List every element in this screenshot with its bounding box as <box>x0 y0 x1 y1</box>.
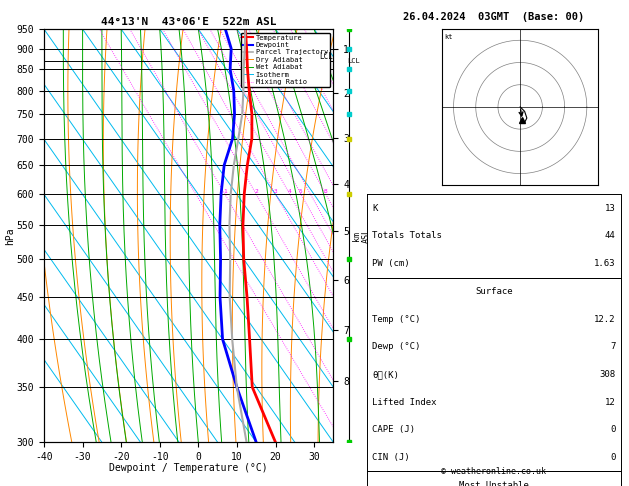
Text: 1.63: 1.63 <box>594 259 615 268</box>
Text: 0: 0 <box>610 453 615 462</box>
Text: © weatheronline.co.uk: © weatheronline.co.uk <box>442 467 546 476</box>
Text: 4: 4 <box>287 189 291 194</box>
X-axis label: Dewpoint / Temperature (°C): Dewpoint / Temperature (°C) <box>109 463 268 473</box>
Text: 1: 1 <box>223 189 226 194</box>
Title: 44°13'N  43°06'E  522m ASL: 44°13'N 43°06'E 522m ASL <box>101 17 277 27</box>
Text: Dewp (°C): Dewp (°C) <box>372 342 421 351</box>
Text: LCL: LCL <box>348 58 360 64</box>
Text: Temp (°C): Temp (°C) <box>372 314 421 324</box>
Text: kt: kt <box>445 34 453 39</box>
Y-axis label: km
ASL: km ASL <box>352 228 371 243</box>
Text: Totals Totals: Totals Totals <box>372 231 442 241</box>
Text: 12.2: 12.2 <box>594 314 615 324</box>
Text: Lifted Index: Lifted Index <box>372 398 437 407</box>
Text: 8: 8 <box>324 189 328 194</box>
Text: 5: 5 <box>299 189 303 194</box>
Text: 2: 2 <box>254 189 258 194</box>
Y-axis label: hPa: hPa <box>5 227 15 244</box>
Text: 12: 12 <box>604 398 615 407</box>
Text: CIN (J): CIN (J) <box>372 453 410 462</box>
Text: 3: 3 <box>274 189 277 194</box>
Text: 0: 0 <box>610 425 615 434</box>
Text: PW (cm): PW (cm) <box>372 259 410 268</box>
Text: Surface: Surface <box>475 287 513 296</box>
Text: 44: 44 <box>604 231 615 241</box>
Text: LCL: LCL <box>319 52 333 61</box>
Text: 7: 7 <box>610 342 615 351</box>
Text: 26.04.2024  03GMT  (Base: 00): 26.04.2024 03GMT (Base: 00) <box>403 12 584 22</box>
Text: 308: 308 <box>599 370 615 379</box>
Legend: Temperature, Dewpoint, Parcel Trajectory, Dry Adiabat, Wet Adiabat, Isotherm, Mi: Temperature, Dewpoint, Parcel Trajectory… <box>241 33 330 87</box>
Text: K: K <box>372 204 377 213</box>
Text: Most Unstable: Most Unstable <box>459 481 529 486</box>
Text: CAPE (J): CAPE (J) <box>372 425 415 434</box>
Text: 13: 13 <box>604 204 615 213</box>
Text: θᴄ(K): θᴄ(K) <box>372 370 399 379</box>
